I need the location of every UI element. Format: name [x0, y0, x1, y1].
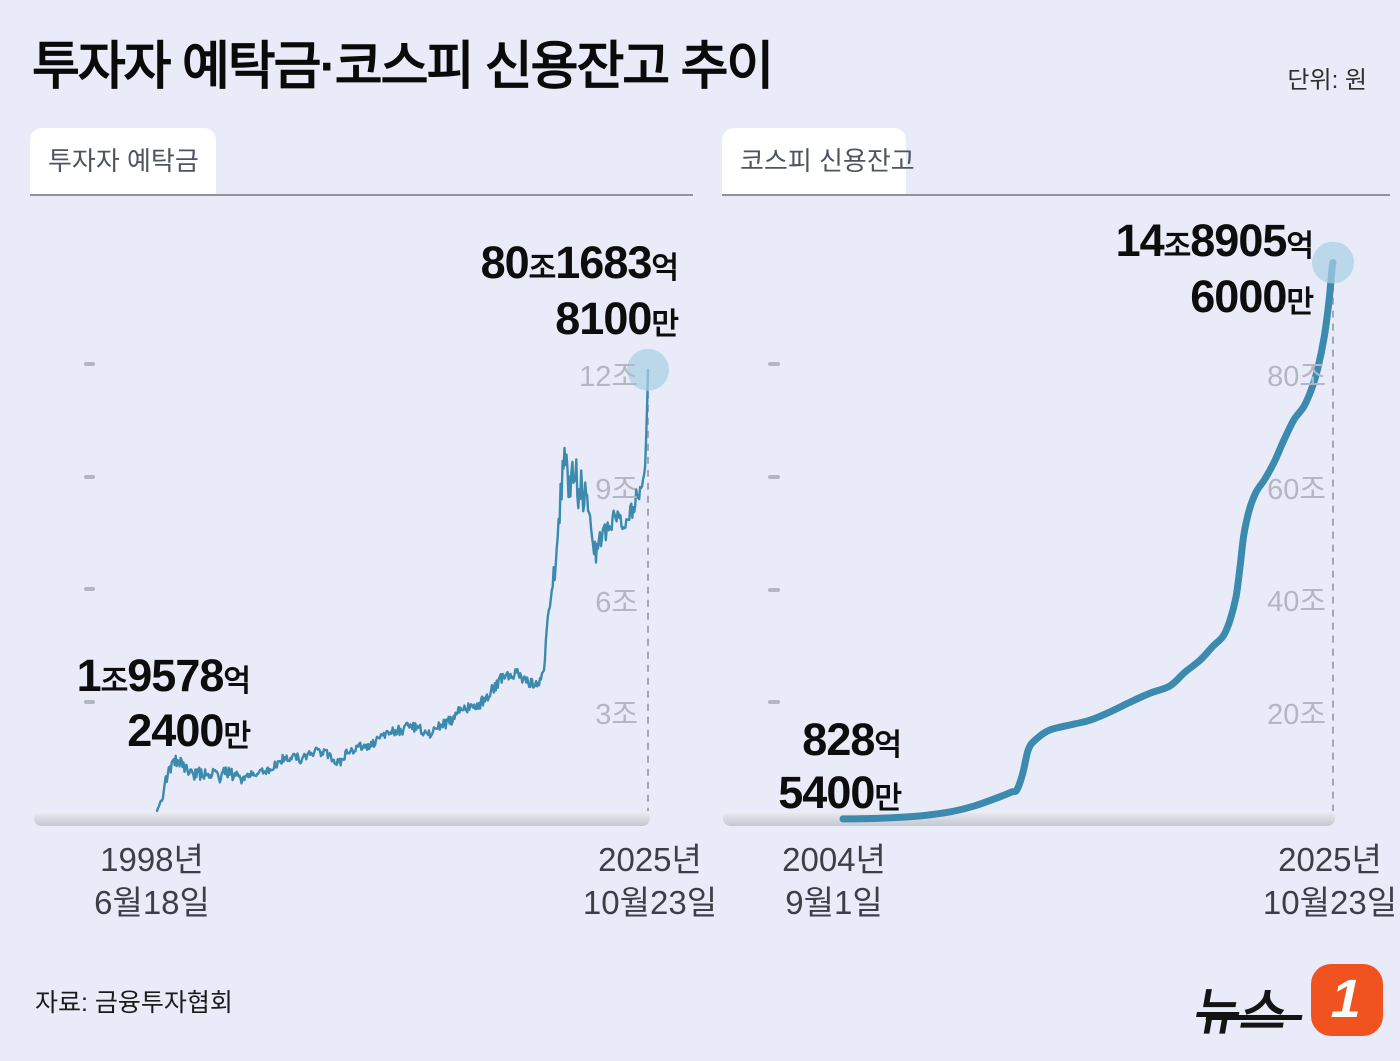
value-digits: 1 — [76, 650, 102, 701]
deposit-date-label-start-line: 6월18일 — [94, 884, 210, 921]
unit-suffix: 억 — [1286, 230, 1314, 263]
credit-peak-annotation-line2: 6000만 — [1116, 271, 1314, 328]
deposit-date-label-end-line: 2025년 — [598, 841, 702, 878]
unit-suffix: 억 — [651, 252, 679, 285]
unit-suffix: 만 — [874, 782, 902, 815]
credit-y-tick-mark — [768, 362, 780, 367]
news1-logo-badge: 1 — [1311, 964, 1383, 1036]
news1-logo-text: 뉴스 — [1190, 984, 1293, 1040]
tab-credit-label: 코스피 신용잔고 — [740, 146, 915, 176]
credit-date-label-end-line: 2025년 — [1278, 841, 1382, 878]
deposit-divider — [30, 194, 693, 196]
credit-y-tick-mark — [768, 700, 780, 705]
unit-suffix: 억 — [874, 729, 902, 762]
credit-line — [839, 259, 1337, 823]
value-digits: 80 — [480, 237, 530, 288]
deposit-date-label-end: 2025년 10월23일 — [540, 838, 760, 924]
deposit-y-tick-mark — [84, 700, 95, 705]
value-digits: 9578 — [127, 650, 224, 701]
deposit-y-tick-mark — [84, 587, 95, 592]
credit-date-label-end: 2025년 10월23일 — [1220, 838, 1400, 924]
credit-y-tick-label: 12조 — [579, 361, 638, 394]
value-digits: 828 — [802, 714, 875, 765]
deposit-y-tick-mark — [84, 474, 95, 479]
credit-peak-annotation: 14조8905억 6000만 — [1115, 215, 1314, 328]
credit-date-label-start-line: 9월1일 — [785, 884, 883, 921]
credit-y-tick-mark — [768, 474, 780, 479]
unit-suffix: 조 — [1163, 230, 1192, 263]
credit-start-annotation-line2: 5400만 — [778, 767, 902, 822]
deposit-peak-annotation-line2: 8100만 — [481, 293, 679, 350]
deposit-axis-bar — [34, 811, 650, 826]
credit-y-tick-label: 3조 — [595, 699, 638, 732]
deposit-start-annotation-line2: 2400만 — [77, 705, 251, 761]
tab-deposit: 투자자 예탁금 — [30, 128, 216, 195]
credit-axis-bar — [723, 811, 1335, 826]
credit-divider — [722, 194, 1390, 196]
value-digits: 6000 — [1190, 271, 1287, 322]
deposit-y-tick-label: 20조 — [1267, 699, 1326, 732]
deposit-peak-annotation: 80조1683억 8100만 — [480, 237, 679, 350]
deposit-y-tick-label: 40조 — [1267, 586, 1326, 619]
tab-deposit-label: 투자자 예탁금 — [48, 146, 199, 176]
deposit-y-tick-label: 60조 — [1267, 473, 1326, 506]
unit-suffix: 만 — [651, 308, 679, 341]
credit-y-tick-mark — [768, 587, 780, 592]
credit-peak-annotation-line1: 14조8905억 — [1115, 215, 1314, 272]
credit-date-label-start-line: 2004년 — [782, 841, 886, 878]
page-title: 투자자 예탁금·코스피 신용잔고 추이 — [32, 38, 774, 96]
unit-suffix: 억 — [223, 665, 251, 698]
source-label: 자료: 금융투자협회 — [35, 989, 233, 1017]
deposit-line — [155, 368, 650, 813]
credit-endpoint-marker — [1312, 241, 1354, 284]
deposit-date-label-start: 1998년 6월18일 — [42, 838, 262, 924]
deposit-date-label-start-line: 1998년 — [100, 841, 204, 878]
value-digits: 8905 — [1190, 215, 1287, 266]
value-digits: 14 — [1115, 215, 1165, 266]
value-digits: 1683 — [555, 237, 652, 288]
news1-logo-underline — [1205, 1015, 1303, 1020]
unit-suffix: 만 — [223, 720, 251, 753]
unit-suffix: 조 — [528, 252, 557, 285]
deposit-y-tick-label: 80조 — [1267, 360, 1326, 393]
credit-date-label-end-line: 10월23일 — [1262, 884, 1398, 921]
unit-suffix: 만 — [1286, 286, 1314, 319]
deposit-y-tick-mark — [84, 361, 95, 366]
tab-credit: 코스피 신용잔고 — [722, 128, 915, 195]
credit-date-label-start: 2004년 9월1일 — [724, 838, 944, 924]
credit-y-tick-label: 6조 — [595, 586, 638, 619]
credit-y-tick-label: 9조 — [595, 473, 638, 506]
deposit-start-annotation-line1: 1조9578억 — [76, 650, 251, 706]
value-digits: 2400 — [127, 705, 224, 756]
deposit-start-annotation: 1조9578억 2400만 — [76, 650, 251, 761]
news1-logo-badge-number: 1 — [1325, 969, 1369, 1029]
deposit-date-label-end-line: 10월23일 — [582, 884, 718, 921]
credit-start-annotation-line1: 828억 — [778, 714, 902, 769]
credit-start-annotation: 828억 5400만 — [778, 714, 902, 822]
deposit-endpoint-marker — [627, 348, 669, 391]
deposit-peak-annotation-line1: 80조1683억 — [480, 237, 679, 294]
value-digits: 8100 — [555, 293, 652, 344]
unit-suffix: 조 — [100, 665, 129, 698]
value-digits: 5400 — [778, 767, 875, 818]
unit-label: 단위: 원 — [1287, 67, 1367, 94]
